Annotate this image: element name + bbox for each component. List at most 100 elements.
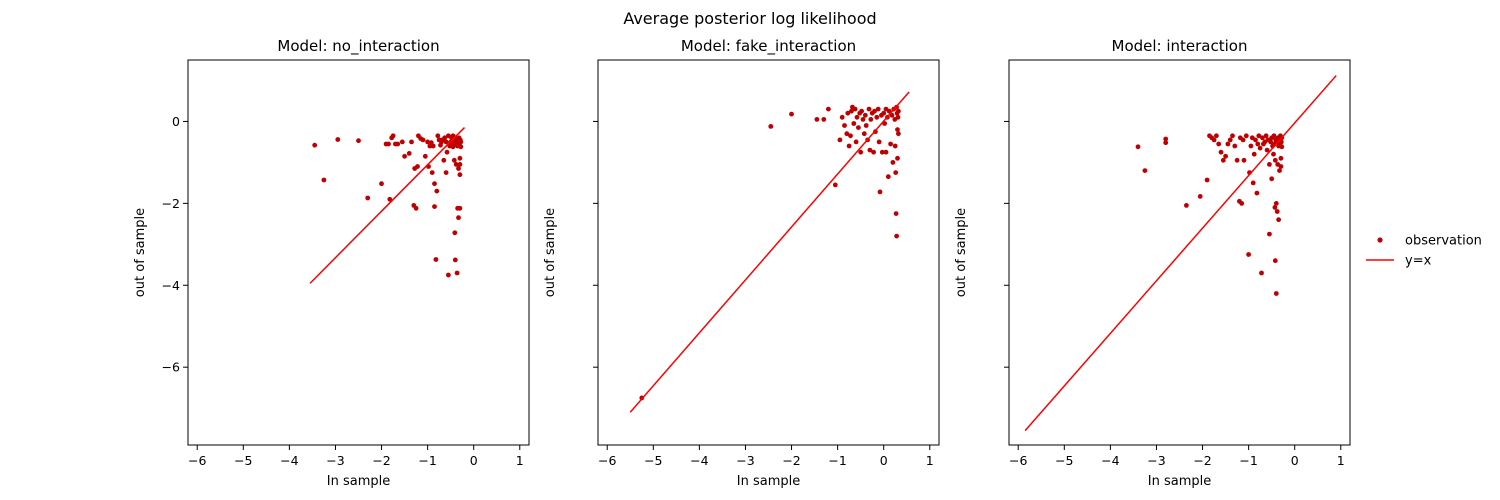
data-point	[839, 114, 845, 120]
x-tick-label: −3	[1147, 453, 1165, 468]
data-point	[868, 117, 874, 122]
data-point	[1257, 145, 1263, 151]
data-point	[1220, 157, 1226, 163]
data-point	[1142, 168, 1148, 174]
x-tick-label: −4	[690, 453, 708, 468]
data-point	[1255, 141, 1261, 147]
data-point	[789, 111, 794, 117]
data-point	[457, 155, 463, 161]
data-point	[1256, 133, 1262, 139]
x-tick-label: −2	[782, 453, 800, 468]
reference-line	[629, 91, 910, 413]
data-point	[425, 139, 430, 145]
data-point	[458, 144, 464, 150]
data-point	[1248, 143, 1254, 149]
data-point	[454, 270, 460, 276]
data-point	[876, 139, 882, 145]
data-point	[1225, 141, 1231, 147]
axes-frame	[1008, 59, 1351, 446]
data-point	[433, 257, 439, 262]
data-point	[406, 151, 412, 156]
data-point	[1268, 139, 1274, 145]
data-point	[1216, 141, 1222, 147]
data-point	[356, 138, 361, 144]
data-point	[861, 131, 867, 137]
x-tick-label: −4	[280, 453, 298, 468]
data-point	[312, 142, 318, 148]
data-point	[867, 147, 873, 153]
data-point	[446, 272, 451, 278]
data-point	[842, 123, 847, 128]
data-point	[893, 170, 899, 176]
data-point	[390, 133, 396, 139]
x-tick-label: −1	[828, 453, 846, 468]
data-point	[877, 189, 883, 195]
data-point	[387, 196, 393, 202]
data-point	[1232, 143, 1238, 149]
data-point	[1273, 201, 1279, 206]
data-point	[854, 114, 860, 120]
data-point	[1267, 162, 1272, 167]
x-tick-label: 0	[880, 453, 888, 468]
data-point	[1271, 151, 1276, 157]
data-point	[895, 127, 900, 132]
data-point	[444, 149, 450, 155]
x-tick-label: −1	[1239, 453, 1257, 468]
data-point	[1211, 137, 1217, 143]
data-point	[1163, 136, 1169, 142]
data-point	[859, 108, 864, 114]
data-point	[409, 139, 414, 145]
data-point	[895, 114, 901, 120]
data-point	[443, 139, 449, 145]
data-point	[860, 117, 866, 122]
legend-label: y=x	[1405, 254, 1432, 269]
data-point	[894, 233, 899, 239]
data-point	[1279, 144, 1285, 150]
x-tick-label: 1	[1337, 453, 1345, 468]
data-point	[1278, 164, 1284, 169]
x-tick-label: −5	[1055, 453, 1073, 468]
x-tick-label: −6	[1009, 453, 1027, 468]
data-point	[1278, 155, 1284, 161]
x-tick-label: −6	[188, 453, 206, 468]
x-tick-label: 0	[470, 453, 478, 468]
x-tick-label: 1	[926, 453, 934, 468]
data-point	[826, 106, 831, 112]
x-tick-label: 1	[516, 453, 524, 468]
y-axis-label: out of sample	[133, 208, 148, 297]
x-axis-label: In sample	[1148, 474, 1211, 489]
data-point	[1197, 194, 1203, 199]
legend-label: observation	[1405, 234, 1482, 249]
x-axis-label: In sample	[737, 474, 800, 489]
y-tick-label: −4	[162, 278, 180, 293]
data-point	[321, 177, 327, 183]
data-point	[851, 121, 857, 126]
data-point	[896, 131, 901, 137]
reference-line	[1024, 75, 1337, 432]
data-point	[1251, 151, 1257, 157]
data-point	[335, 137, 341, 142]
y-tick-label: −6	[162, 360, 180, 375]
x-tick-label: −6	[598, 453, 616, 468]
data-point	[871, 149, 876, 155]
data-point	[1269, 176, 1275, 182]
data-point	[434, 188, 440, 194]
data-point	[821, 117, 827, 122]
data-point	[379, 181, 384, 187]
figure-title: Average posterior log likelihood	[623, 9, 876, 28]
data-point	[422, 153, 428, 159]
data-point	[856, 125, 861, 130]
scatter-series	[312, 133, 464, 278]
data-point	[1163, 140, 1169, 146]
data-point	[1227, 137, 1233, 143]
data-point	[1241, 157, 1247, 163]
data-point	[457, 205, 463, 211]
data-point	[451, 157, 457, 163]
x-tick-label: −2	[1193, 453, 1211, 468]
x-tick-label: 0	[1291, 453, 1299, 468]
data-point	[1274, 209, 1280, 214]
data-point	[1214, 133, 1219, 139]
data-point	[1253, 137, 1258, 143]
axes-frame	[597, 59, 940, 446]
